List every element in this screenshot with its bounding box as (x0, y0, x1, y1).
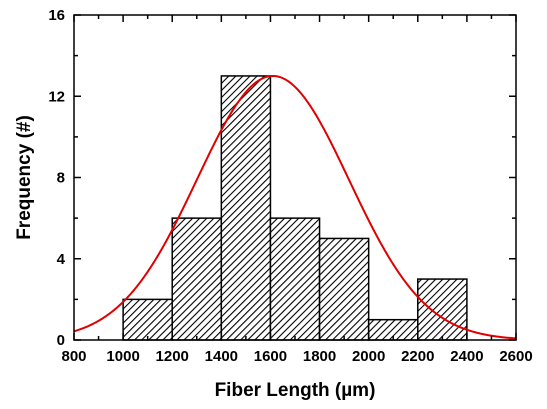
x-tick-label: 2400 (450, 348, 483, 365)
histogram-bars (122, 75, 468, 341)
histogram-bar-7 (417, 278, 468, 341)
histogram-bar-3 (220, 75, 272, 341)
histogram-bar-1 (122, 298, 173, 341)
histogram-bar-5 (318, 237, 370, 341)
x-axis-title: Fiber Length (µm) (215, 380, 376, 401)
y-tick-label: 8 (57, 170, 65, 187)
x-tick-label: 2000 (352, 348, 385, 365)
histogram-bar-4 (269, 217, 321, 341)
y-tick-labels: 0 4 8 12 16 (48, 7, 65, 349)
y-tick-label: 0 (57, 332, 65, 349)
x-tick-label: 1800 (303, 348, 336, 365)
x-tick-label: 1600 (254, 348, 287, 365)
x-tick-label: 2200 (401, 348, 434, 365)
x-tick-labels: 800 1000 1200 1400 1600 1800 2000 2200 2400 2600 (61, 348, 532, 365)
gaussian-fit-curve (73, 74, 517, 340)
y-tick-label: 4 (57, 251, 66, 268)
x-tick-label: 1200 (156, 348, 189, 365)
y-tick-label: 12 (48, 88, 65, 105)
y-axis-title: Frequency (#) (14, 115, 35, 240)
axis-ticks (73, 14, 517, 341)
x-tick-label: 800 (61, 348, 86, 365)
histogram-bar-2 (171, 217, 223, 341)
x-tick-label: 1000 (106, 348, 139, 365)
y-tick-label: 16 (48, 7, 65, 24)
x-tick-label: 2600 (499, 348, 532, 365)
x-tick-label: 1400 (205, 348, 238, 365)
